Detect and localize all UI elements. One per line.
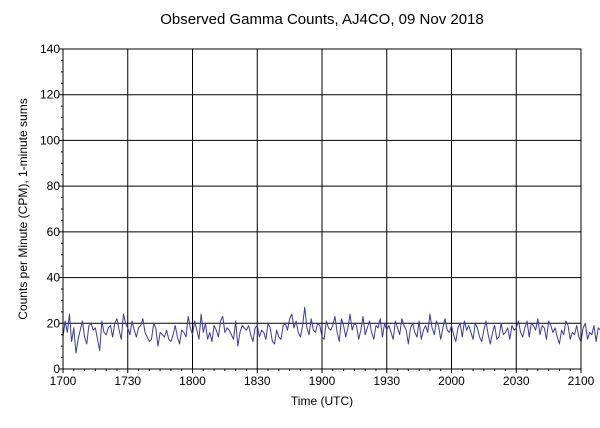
x-tick-label: 2030 <box>503 374 530 388</box>
x-tick-label: 1700 <box>50 374 77 388</box>
grid-lines <box>62 48 582 370</box>
y-tick-label: 80 <box>47 179 61 193</box>
y-tick-label: 0 <box>53 362 60 376</box>
x-tick-label: 1730 <box>114 374 141 388</box>
series-line <box>62 306 600 354</box>
x-tick-label: 1830 <box>244 374 271 388</box>
y-tick-label: 100 <box>40 133 60 147</box>
y-tick-label: 20 <box>47 316 61 330</box>
x-axis-label: Time (UTC) <box>291 394 353 408</box>
series-layer <box>62 306 600 354</box>
x-tick-label: 1800 <box>179 374 206 388</box>
x-tick-label: 1900 <box>309 374 336 388</box>
y-axis-ticks: 0 20 40 60 80 100 120 140 <box>40 42 63 376</box>
x-tick-label: 1930 <box>373 374 400 388</box>
x-tick-label: 2100 <box>568 374 595 388</box>
chart-title: Observed Gamma Counts, AJ4CO, 09 Nov 201… <box>160 11 484 28</box>
x-tick-label: 2000 <box>438 374 465 388</box>
y-tick-label: 120 <box>40 88 60 102</box>
y-tick-label: 60 <box>47 225 61 239</box>
y-tick-label: 40 <box>47 271 61 285</box>
x-axis-ticks: 1700 1730 1800 1830 1900 1930 2000 2030 2100 <box>50 369 595 388</box>
y-tick-label: 140 <box>40 42 60 56</box>
y-axis-label: Counts per Minute (CPM), 1-minute sums <box>16 98 30 319</box>
